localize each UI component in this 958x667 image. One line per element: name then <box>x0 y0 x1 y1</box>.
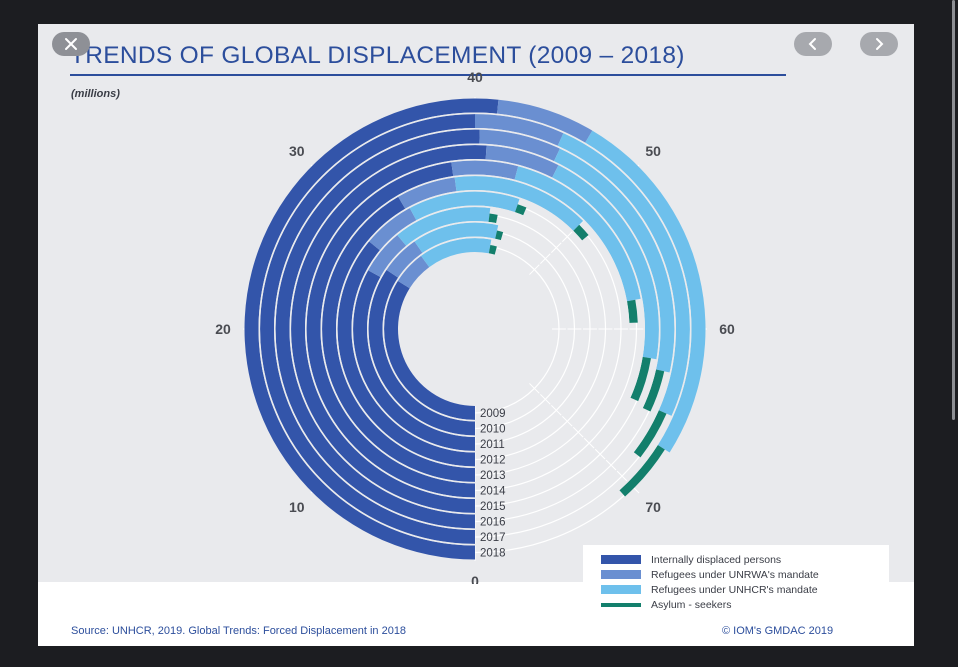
ring-separator <box>289 143 661 515</box>
legend-swatch <box>601 585 641 594</box>
ring-separator <box>382 236 568 422</box>
copyright-note: © IOM's GMDAC 2019 <box>722 625 834 637</box>
data-arc-asylum-seekers <box>495 230 504 241</box>
tick-label: 70 <box>645 499 661 515</box>
year-label: 2013 <box>480 470 506 482</box>
ring-separator <box>366 221 583 437</box>
legend-swatch <box>601 555 641 564</box>
data-arc-unhcr <box>585 130 706 453</box>
tick-label: 30 <box>289 143 305 159</box>
data-arc-idp <box>384 280 475 420</box>
year-label: 2010 <box>480 424 506 436</box>
data-arc-asylum-seekers <box>626 299 638 323</box>
legend-label: Internally displaced persons <box>651 553 782 566</box>
data-arc-asylum-seekers <box>573 224 589 241</box>
tick-label: 60 <box>719 321 735 337</box>
year-label: 2009 <box>480 408 506 420</box>
data-arc-idp <box>368 269 475 436</box>
data-arc-unrwa <box>368 234 407 277</box>
data-arc-unrwa <box>398 177 457 209</box>
data-arc-asylum-seekers <box>633 410 667 458</box>
data-arc-unrwa <box>475 114 564 146</box>
legend-label: Asylum - seekers <box>651 598 732 611</box>
data-arc-asylum-seekers <box>488 213 498 224</box>
year-label: 2014 <box>480 486 506 498</box>
ring-separator <box>351 205 599 453</box>
year-label: 2012 <box>480 455 506 467</box>
ring-separator <box>335 190 614 468</box>
year-label: 2016 <box>480 517 506 529</box>
page-scrollbar[interactable] <box>952 0 955 420</box>
data-arc-unhcr <box>552 165 659 360</box>
source-note: Source: UNHCR, 2019. Global Trends: Forc… <box>71 625 407 637</box>
data-arc-unrwa <box>386 241 423 278</box>
legend-swatch <box>601 570 641 579</box>
data-arc-unhcr <box>414 222 499 253</box>
legend-swatch <box>601 602 641 607</box>
ring-separator <box>304 159 645 499</box>
year-label: 2018 <box>480 548 506 560</box>
data-arc-unrwa <box>497 99 593 143</box>
legend-item-asylum: Asylum - seekers <box>601 597 732 612</box>
chart-legend: Internally displaced persons Refugees un… <box>583 545 889 615</box>
unit-label: (millions) <box>71 88 120 100</box>
ring-separator <box>258 112 692 546</box>
data-arc-unhcr <box>514 166 641 302</box>
data-arc-unhcr <box>420 238 492 268</box>
data-arc-unrwa <box>479 129 560 162</box>
tick-label: 50 <box>645 143 661 159</box>
legend-label: Refugees under UNHCR's mandate <box>651 583 818 596</box>
data-arc-unhcr <box>409 191 520 221</box>
chevron-right-icon <box>876 38 884 50</box>
data-arc-asylum-seekers <box>642 369 665 412</box>
legend-item-unrwa: Refugees under UNRWA's mandate <box>601 567 819 582</box>
data-arc-idp <box>337 241 475 467</box>
data-arc-unhcr <box>397 207 491 246</box>
previous-button[interactable] <box>794 32 832 56</box>
legend-item-idp: Internally displaced persons <box>601 552 781 567</box>
data-arc-asylum-seekers <box>630 356 651 402</box>
data-arc-unrwa <box>369 207 417 251</box>
legend-label: Refugees under UNRWA's mandate <box>651 568 819 581</box>
tick-label: 40 <box>467 69 483 85</box>
year-label: 2011 <box>480 439 505 451</box>
data-arc-unrwa <box>485 145 559 178</box>
ring-separator <box>274 128 676 530</box>
data-arc-unhcr <box>557 133 691 416</box>
year-label: 2017 <box>480 532 506 544</box>
tick-label: 20 <box>215 321 231 337</box>
chevron-left-icon <box>808 38 816 50</box>
tick-label: 10 <box>289 499 305 515</box>
data-arc-idp <box>353 270 475 451</box>
close-icon <box>65 38 77 50</box>
close-button[interactable] <box>52 32 90 56</box>
year-label: 2015 <box>480 501 506 513</box>
legend-item-unhcr: Refugees under UNHCR's mandate <box>601 582 818 597</box>
tick-label: 0 <box>471 573 479 584</box>
data-arc-idp <box>321 196 475 482</box>
data-arc-asylum-seekers <box>515 204 527 216</box>
data-arc-asylum-seekers <box>488 244 497 255</box>
page-title: TRENDS OF GLOBAL DISPLACEMENT (2009 – 20… <box>70 42 685 69</box>
data-arc-unhcr <box>553 148 675 373</box>
infographic-card: TRENDS OF GLOBAL DISPLACEMENT (2009 – 20… <box>38 24 914 646</box>
data-arc-unrwa <box>451 160 519 180</box>
radial-chart: 2009201020112012201320142015201620172018… <box>215 69 735 584</box>
title-underline <box>70 74 786 76</box>
data-arc-unrwa <box>397 255 430 289</box>
next-button[interactable] <box>860 32 898 56</box>
data-arc-unhcr <box>454 176 584 231</box>
ring-separator <box>320 174 630 484</box>
data-arc-asylum-seekers <box>619 445 665 497</box>
